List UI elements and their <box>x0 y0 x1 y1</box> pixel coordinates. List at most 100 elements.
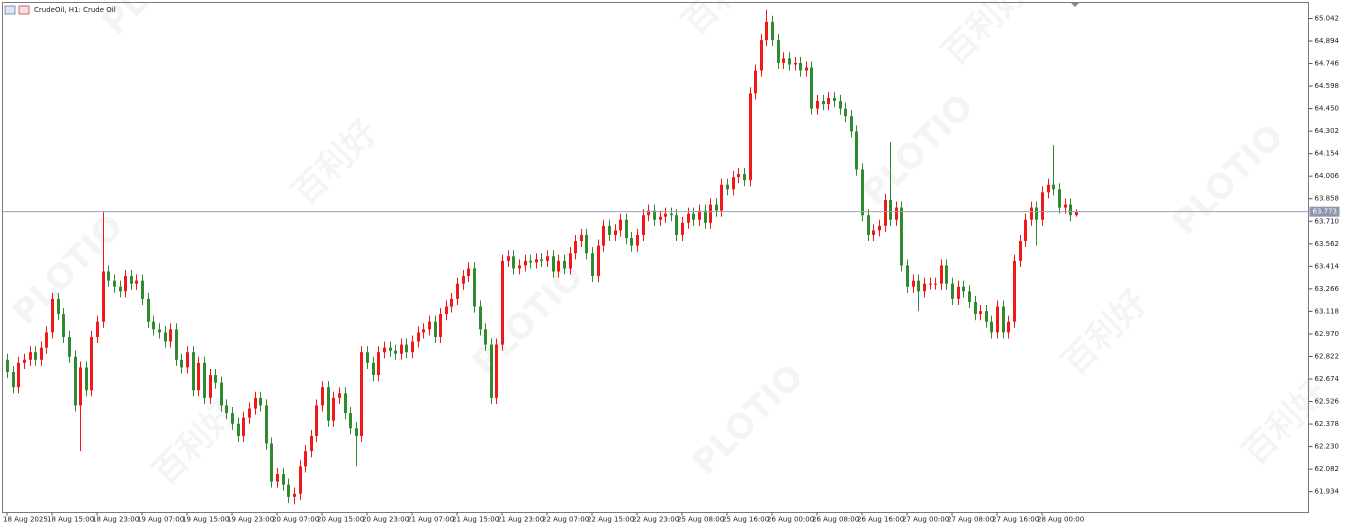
candle-body <box>349 413 352 429</box>
candle-body <box>220 382 223 406</box>
candle-body <box>259 397 262 406</box>
candle-body <box>855 131 858 170</box>
candle-body <box>29 352 32 360</box>
candle-body <box>630 238 633 246</box>
candle-body <box>557 260 560 272</box>
candle-body <box>659 216 662 220</box>
candle-body <box>265 405 268 444</box>
x-tick-label: 19 Aug 07:00 <box>137 516 184 524</box>
candle-body <box>822 100 825 105</box>
candle-body <box>450 298 453 307</box>
icon <box>18 5 30 15</box>
candle-body <box>563 260 566 269</box>
candle-body <box>310 435 313 452</box>
candle-body <box>383 347 386 353</box>
x-tick-label: 18 Aug 15:00 <box>47 516 94 524</box>
candle-body <box>1041 192 1044 220</box>
candle-body <box>974 301 977 315</box>
candle-body <box>692 213 695 220</box>
candle-body <box>940 265 943 284</box>
candle-body <box>929 283 932 285</box>
y-tick-label: 62.230 <box>1315 443 1340 451</box>
candle-body <box>74 356 77 406</box>
candle-body <box>462 276 465 284</box>
y-tick-label: 64.006 <box>1315 172 1340 180</box>
candle-body <box>524 260 527 266</box>
toolbar-icons <box>4 5 30 15</box>
candle-body <box>225 405 228 414</box>
candle-body <box>12 371 15 388</box>
candle-body <box>664 213 667 217</box>
candle-body <box>788 58 791 65</box>
candle-body <box>344 393 347 414</box>
candle-body <box>681 222 684 235</box>
candle-body <box>642 215 645 235</box>
candle-body <box>569 253 572 269</box>
candle-body <box>57 298 60 315</box>
candle-body <box>552 256 555 272</box>
candle-body <box>968 291 971 302</box>
candle-body <box>906 265 909 287</box>
candle-body <box>951 283 954 299</box>
candle-body <box>585 234 588 254</box>
candle-body <box>164 332 167 342</box>
candle-body <box>653 210 656 220</box>
candle-body <box>810 67 813 109</box>
candle-body <box>580 234 583 242</box>
candle-body <box>771 21 774 41</box>
candle-body <box>304 451 307 467</box>
candle-body <box>827 97 830 105</box>
candle-body <box>737 174 740 178</box>
candle-body <box>833 97 836 101</box>
candle-body <box>895 207 898 220</box>
candle-body <box>130 276 133 284</box>
candle-body <box>546 256 549 261</box>
candle-body <box>17 362 20 388</box>
candle-body <box>405 344 408 353</box>
candle-body <box>878 225 881 231</box>
candle-body <box>377 352 380 376</box>
candle-body <box>192 352 195 391</box>
candle-body <box>197 362 200 391</box>
candle-body <box>872 230 875 235</box>
x-tick-label: 20 Aug 15:00 <box>317 516 364 524</box>
candle-body <box>147 298 150 322</box>
y-tick-label: 64.598 <box>1315 82 1340 90</box>
candle-body <box>51 298 54 333</box>
y-tick-label: 63.414 <box>1315 262 1340 270</box>
candle-body <box>242 417 245 436</box>
x-tick-label: 25 Aug 16:00 <box>722 516 769 524</box>
candle-body <box>501 260 504 345</box>
candle-body <box>625 219 628 239</box>
y-tick-label: 63.266 <box>1315 285 1340 293</box>
candle-body <box>203 362 206 398</box>
candle-body <box>900 207 903 266</box>
candle-body <box>1002 306 1005 333</box>
x-tick-label: 22 Aug 23:00 <box>632 516 679 524</box>
candle-body <box>366 352 369 363</box>
candle-body <box>90 336 93 391</box>
candle-body <box>332 397 335 421</box>
candle-body <box>479 306 482 330</box>
candle-body <box>512 256 515 269</box>
candle-body <box>732 177 735 190</box>
candle-body <box>990 321 993 333</box>
candle-body <box>495 344 498 398</box>
candle-body <box>839 100 842 109</box>
candle-body <box>372 362 375 376</box>
candle-body <box>985 311 988 322</box>
candle-body <box>1058 189 1061 208</box>
y-tick-label: 63.118 <box>1315 307 1340 315</box>
candle-body <box>962 286 965 292</box>
candle-body <box>687 213 690 223</box>
candle-body <box>720 184 723 211</box>
candle-body <box>96 321 99 337</box>
y-tick-label: 65.042 <box>1315 14 1340 22</box>
x-tick-label: 21 Aug 23:00 <box>497 516 544 524</box>
chart-title: CrudeOil, H1: Crude Oil <box>34 6 116 14</box>
candle-body <box>428 321 431 330</box>
candle-body <box>484 329 487 345</box>
candle-body <box>867 215 870 235</box>
